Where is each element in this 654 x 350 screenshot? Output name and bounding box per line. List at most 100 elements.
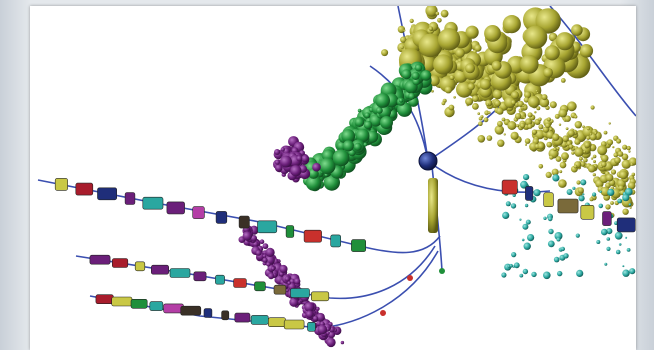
yellow-column: [428, 178, 438, 233]
olive-sphere: [535, 89, 538, 93]
chain-bead: [273, 284, 287, 295]
chain-bead: [234, 312, 251, 323]
purple-sphere: [285, 288, 289, 293]
olive-sphere: [565, 127, 569, 130]
olive-sphere: [562, 135, 569, 142]
teal-sphere: [599, 190, 602, 193]
chain-bead: [151, 264, 170, 275]
olive-sphere: [525, 118, 533, 126]
olive-sphere: [564, 115, 571, 122]
purple-sphere: [262, 243, 269, 250]
olive-sphere: [497, 120, 503, 127]
olive-sphere: [524, 138, 531, 144]
olive-sphere: [538, 124, 544, 130]
chain-bead: [54, 178, 68, 191]
olive-sphere: [606, 139, 614, 146]
olive-sphere: [539, 97, 550, 108]
hub-node: [418, 151, 438, 171]
purple-sphere: [266, 262, 271, 267]
teal-sphere: [531, 271, 537, 278]
olive-sphere: [571, 24, 583, 36]
olive-sphere: [552, 133, 560, 141]
chain-bead: [351, 239, 366, 252]
olive-sphere: [545, 122, 551, 129]
olive-sphere: [511, 91, 519, 100]
green-sphere: [401, 69, 412, 80]
chain-bead: [543, 192, 554, 207]
purple-sphere: [274, 149, 281, 155]
olive-sphere: [494, 100, 501, 107]
green-sphere: [319, 157, 336, 175]
teal-sphere: [582, 193, 585, 196]
chain-bead: [233, 278, 247, 288]
olive-sphere: [587, 164, 596, 173]
olive-sphere: [610, 169, 617, 175]
teal-sphere: [614, 231, 623, 240]
green-sphere: [397, 102, 412, 117]
purple-sphere: [328, 331, 336, 339]
olive-sphere: [425, 6, 438, 17]
chain-bead: [501, 179, 518, 195]
green-sphere: [411, 71, 420, 80]
olive-sphere: [583, 150, 586, 154]
chain-bead: [111, 296, 133, 307]
purple-sphere: [274, 159, 280, 165]
olive-sphere: [571, 151, 575, 155]
olive-sphere: [592, 154, 597, 159]
teal-sphere: [617, 198, 623, 204]
olive-sphere: [538, 164, 544, 169]
olive-sphere: [516, 124, 520, 128]
olive-sphere: [621, 159, 631, 169]
olive-sphere: [428, 75, 440, 87]
teal-sphere: [547, 240, 555, 248]
purple-sphere: [290, 165, 302, 177]
olive-sphere: [437, 18, 442, 23]
olive-sphere: [600, 154, 609, 163]
olive-sphere: [524, 91, 532, 99]
red-marker: [407, 275, 413, 281]
purple-sphere: [280, 147, 285, 152]
olive-sphere: [503, 133, 506, 136]
olive-sphere: [561, 152, 569, 161]
olive-sphere: [554, 113, 560, 119]
teal-sphere: [524, 203, 529, 208]
teal-sphere: [626, 248, 631, 252]
olive-sphere: [449, 75, 455, 80]
chain-bead: [285, 225, 295, 238]
olive-sphere: [409, 18, 414, 23]
olive-sphere: [472, 95, 479, 102]
teal-sphere: [625, 236, 628, 239]
teal-sphere: [560, 246, 565, 252]
olive-sphere: [433, 54, 454, 75]
olive-sphere: [479, 78, 491, 90]
chain-bead: [238, 215, 250, 229]
chain-bead: [330, 234, 342, 248]
olive-sphere: [527, 95, 540, 108]
olive-sphere: [440, 9, 449, 18]
teal-sphere: [624, 188, 633, 196]
green-sphere: [380, 116, 393, 129]
olive-sphere: [510, 131, 519, 140]
teal-sphere: [607, 188, 615, 196]
olive-sphere: [435, 11, 440, 16]
olive-sphere: [543, 67, 553, 78]
purple-sphere: [301, 154, 309, 163]
teal-sphere: [511, 252, 517, 258]
teal-sphere: [580, 179, 587, 186]
olive-sphere: [584, 142, 591, 148]
olive-sphere: [553, 147, 557, 152]
teal-sphere: [512, 265, 515, 268]
teal-sphere: [578, 195, 585, 202]
olive-sphere: [467, 83, 475, 91]
olive-sphere: [517, 100, 524, 107]
olive-sphere: [622, 208, 629, 215]
teal-sphere: [566, 189, 573, 195]
green-sphere: [398, 98, 404, 103]
teal-sphere: [543, 271, 551, 280]
olive-sphere: [590, 105, 595, 110]
olive-sphere: [567, 129, 575, 137]
olive-sphere: [618, 185, 624, 191]
olive-sphere: [545, 171, 552, 178]
purple-sphere: [279, 264, 288, 274]
olive-sphere: [472, 103, 479, 110]
